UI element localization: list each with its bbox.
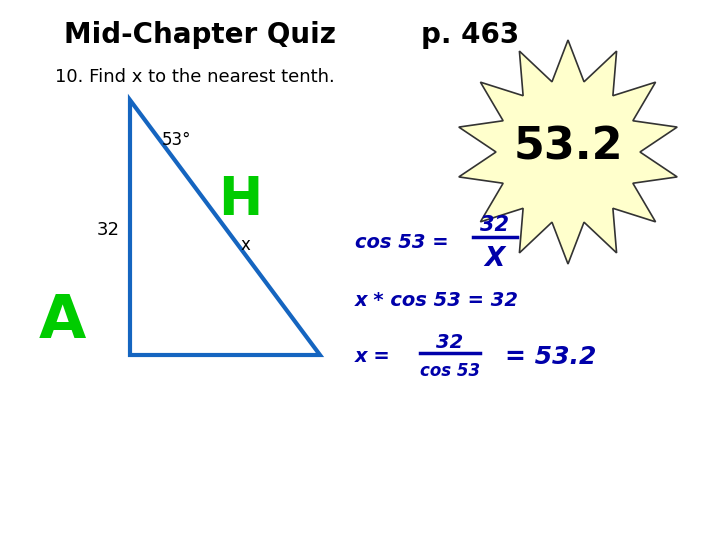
Text: x =: x = <box>355 348 397 367</box>
Text: cos 53 =: cos 53 = <box>355 233 455 252</box>
Text: H: H <box>218 174 262 226</box>
Text: = 53.2: = 53.2 <box>505 345 596 369</box>
Text: 32: 32 <box>96 221 120 239</box>
Text: 10. Find x to the nearest tenth.: 10. Find x to the nearest tenth. <box>55 68 335 86</box>
Text: x * cos 53 = 32: x * cos 53 = 32 <box>355 291 519 309</box>
Text: 32: 32 <box>436 333 464 352</box>
Text: 32: 32 <box>480 215 510 235</box>
Text: 53.2: 53.2 <box>513 125 623 168</box>
Text: cos 53: cos 53 <box>420 362 480 380</box>
Text: x: x <box>240 236 250 254</box>
Text: Mid-Chapter Quiz: Mid-Chapter Quiz <box>64 21 336 49</box>
Text: X: X <box>485 246 505 272</box>
Text: p. 463: p. 463 <box>421 21 519 49</box>
Text: 53°: 53° <box>162 131 192 149</box>
Polygon shape <box>459 40 678 264</box>
Text: A: A <box>38 293 86 352</box>
